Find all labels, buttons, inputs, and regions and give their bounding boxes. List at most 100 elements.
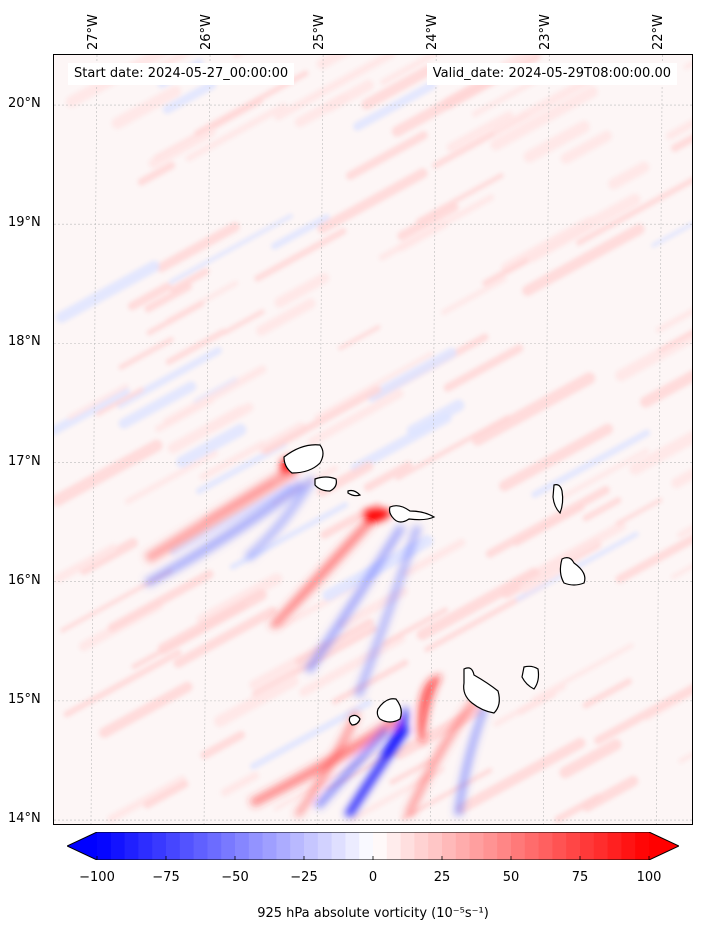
positive-vorticity-streak [294, 618, 374, 666]
colorbar-level [331, 832, 346, 860]
positive-vorticity-streak [173, 606, 278, 668]
colorbar-level [276, 832, 291, 860]
positive-vorticity-streak [214, 675, 299, 727]
negative-vorticity-streak [169, 483, 293, 556]
negative-vorticity-streak [54, 386, 130, 436]
map-gridlines [54, 55, 692, 824]
colorbar-level [621, 832, 636, 860]
colorbar-level [317, 832, 333, 860]
positive-vorticity-streak [526, 193, 641, 263]
positive-vorticity-streak [666, 119, 692, 140]
colorbar-level [524, 832, 540, 860]
negative-vorticity-streak [55, 260, 160, 323]
colorbar-level [538, 832, 553, 860]
positive-vorticity-streak [391, 71, 503, 137]
island-coastlines [283, 444, 586, 726]
positive-vorticity-streak [314, 351, 434, 420]
latitude-label-18n: 18°N [8, 334, 41, 350]
longitude-label-23w: 23°W [538, 14, 554, 50]
positive-vorticity-streak [485, 485, 610, 558]
negative-vorticity-streak [118, 381, 197, 429]
positive-vorticity-streak [363, 461, 413, 492]
colorbar-level [428, 832, 443, 860]
positive-vorticity-streak [416, 567, 540, 641]
colorbar-level [345, 832, 360, 860]
positive-vorticity-streak [143, 780, 189, 809]
colorbar-level [359, 832, 374, 860]
positive-vorticity-streak [338, 325, 381, 351]
colorbar-label: 925 hPa absolute vorticity (10⁻⁵s⁻¹) [257, 906, 489, 921]
background-vorticity-streaks [54, 55, 692, 823]
longitude-label-22w: 22°W [651, 14, 667, 50]
colorbar-level [593, 832, 609, 860]
negative-vorticity-streak [406, 399, 465, 437]
positive-vorticity-streak [299, 634, 406, 697]
colorbar-level [248, 832, 264, 860]
colorbar-tick: 100 [636, 870, 662, 885]
colorbar-tick: 50 [502, 870, 520, 885]
positive-vorticity-streak [582, 678, 632, 709]
latitude-label-14n: 14°N [8, 811, 41, 827]
longitude-gridline [542, 55, 550, 824]
positive-vorticity-streak [99, 681, 193, 738]
colorbar-level [138, 832, 153, 860]
positive-vorticity-streak [446, 111, 514, 152]
positive-vorticity-streak [262, 385, 382, 455]
positive-vorticity-streak [608, 161, 650, 190]
positive-vorticity-streak [615, 534, 692, 584]
colorbar-level [152, 832, 167, 860]
positive-vorticity-streak [531, 643, 634, 702]
positive-vorticity-streak [95, 387, 145, 417]
positive-vorticity-streak [615, 498, 663, 526]
positive-vorticity-streak [163, 365, 267, 426]
colorbar-level [607, 832, 622, 860]
positive-vorticity-streak [677, 525, 692, 539]
colorbar-tick: 0 [368, 870, 378, 885]
positive-vorticity-streak [107, 775, 187, 823]
colorbar-level [580, 832, 595, 860]
colorbar [67, 832, 679, 860]
colorbar-level [497, 832, 512, 860]
colorbar-level [124, 832, 139, 860]
positive-vorticity-streak [317, 168, 428, 234]
positive-vorticity-streak [400, 768, 493, 821]
positive-vorticity-streak [169, 267, 210, 293]
positive-vorticity-streak [378, 194, 494, 261]
colorbar-level [483, 832, 498, 860]
island-santiago [463, 667, 500, 714]
positive-vorticity-streak [456, 737, 586, 814]
positive-vorticity-streak [331, 659, 409, 705]
colorbar-tick: −25 [290, 870, 318, 885]
longitude-gridline [429, 55, 437, 824]
positive-vorticity-streak [576, 177, 692, 246]
colorbar-level [221, 832, 236, 860]
positive-vorticity-streak [200, 730, 245, 760]
negative-vorticity-streak [531, 429, 651, 498]
positive-vorticity-streak [254, 228, 347, 282]
positive-vorticity-streak [220, 771, 260, 797]
positive-vorticity-streak [361, 65, 434, 110]
positive-vorticity-streak [323, 79, 374, 113]
positive-vorticity-streak [256, 298, 316, 336]
colorbar-tick: −50 [221, 870, 249, 885]
island-wake-vorticity [144, 457, 488, 817]
latitude-label-15n: 15°N [8, 691, 41, 707]
positive-vorticity-streak [402, 538, 466, 577]
positive-vorticity-streak [156, 222, 240, 273]
colorbar-level [166, 832, 181, 860]
colorbar-level [400, 832, 415, 860]
start-date-label: Start date: 2024-05-27_00:00:00 [68, 63, 295, 85]
colorbar-level [290, 832, 305, 860]
positive-vorticity-streak [441, 276, 507, 315]
colorbar-level [262, 832, 277, 860]
island-sao-nicolau [388, 505, 436, 523]
positive-vorticity-streak [381, 607, 448, 647]
longitude-label-25w: 25°W [312, 14, 328, 50]
colorbar-level [511, 832, 526, 860]
positive-vorticity-streak [499, 423, 613, 492]
negative-vorticity-streak [116, 347, 222, 409]
colorbar-level [235, 832, 250, 860]
positive-vorticity-streak [490, 86, 598, 151]
colorbar-level [414, 832, 429, 860]
positive-vorticity-streak [346, 131, 428, 180]
